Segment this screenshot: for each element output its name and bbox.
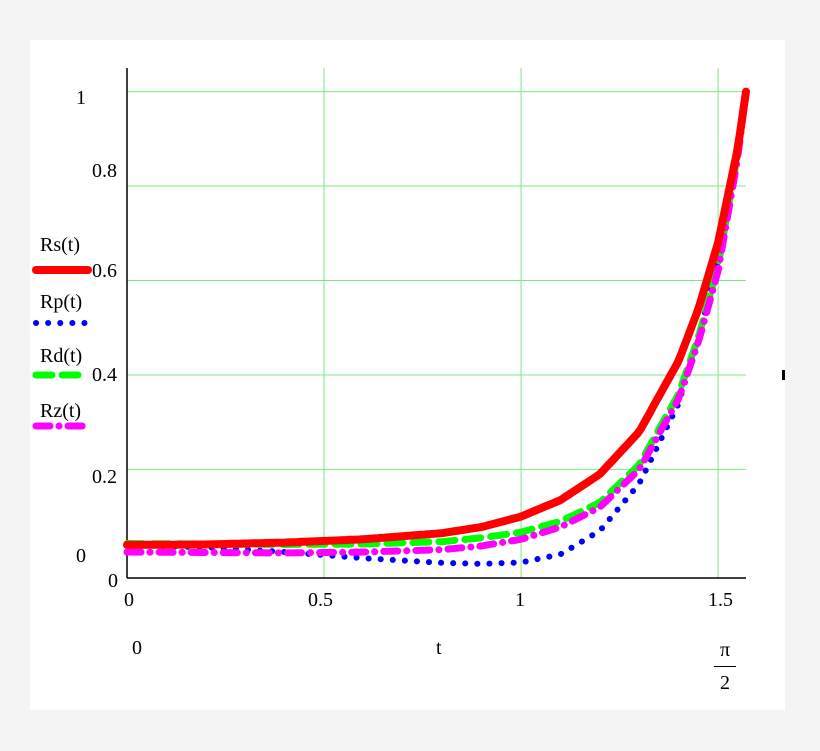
legend-label-rz: Rz(t): [40, 400, 82, 422]
x-axis-title: t: [436, 637, 442, 659]
right-edge-mark: [782, 370, 785, 380]
y-tick-label: 0.8: [92, 160, 117, 182]
y-axis-lower-label: 0: [76, 545, 86, 567]
legend-label-rs: Rs(t): [40, 234, 80, 256]
series-line-rdt: [123, 88, 750, 548]
series-line-rpt: [124, 88, 749, 567]
y-tick-label: 1: [76, 87, 86, 109]
y-tick-label: 0.2: [92, 466, 117, 488]
x-axis-right-numerator: π: [719, 639, 731, 661]
series-line-rst: [123, 87, 750, 549]
y-tick-label: 0.6: [92, 260, 117, 282]
x-tick-label: 1.5: [708, 589, 733, 611]
series-line-rzt: [123, 88, 750, 557]
legend-label-rp: Rp(t): [40, 291, 83, 313]
x-tick-label: 0: [124, 589, 134, 611]
y-tick-label: 0.4: [92, 364, 117, 386]
x-axis-right-denominator: 2: [720, 672, 730, 694]
legend-label-rd: Rd(t): [40, 345, 83, 367]
x-tick-label: 1: [515, 589, 525, 611]
x-axis-right-label: π 2: [710, 640, 740, 693]
x-axis-left-label: 0: [132, 637, 142, 659]
x-tick-label: 0.5: [308, 589, 333, 611]
fraction-bar: [714, 666, 736, 667]
y-axis-zero-label: 0: [108, 570, 118, 592]
